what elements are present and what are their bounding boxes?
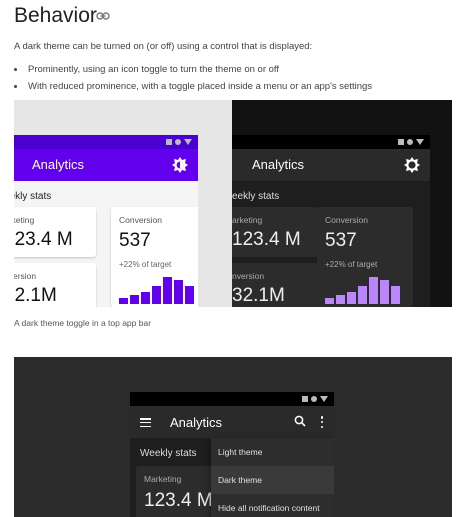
marketing-label: arketing [232, 215, 263, 225]
dark-phone: Analytics eekly stats arketing 123.4 M C… [232, 135, 430, 307]
weekly-stats-label: Weekly stats [140, 448, 197, 459]
conversion-target: +22% of target [325, 260, 378, 269]
conversion2-label: nversion [232, 271, 265, 281]
conversion-sparkline [119, 277, 194, 304]
figure-top-app-bar-toggle: Analytics eekly stats arketing 123.4 M C… [14, 100, 452, 307]
conversion2-card[interactable]: nversion 32.1M [14, 263, 96, 307]
brightness-toggle-icon[interactable] [172, 157, 188, 173]
weekly-stats-label: eekly stats [232, 191, 280, 202]
top-app-bar: Analytics [232, 149, 430, 181]
marketing-label: arketing [14, 215, 35, 225]
search-icon[interactable] [294, 415, 306, 427]
sparkline-bar [347, 292, 356, 304]
brightness-toggle-icon[interactable] [404, 157, 420, 173]
intro-text: A dark theme can be turned on (or off) u… [14, 41, 313, 52]
sparkline-bar [358, 286, 367, 304]
sparkline-bar [174, 280, 183, 304]
menu-item-light-theme[interactable]: Light theme [218, 447, 263, 457]
status-circle-icon [175, 139, 181, 145]
sparkline-bar [185, 286, 194, 304]
conversion-card[interactable]: Conversion 537 +22% of target [317, 207, 413, 307]
sparkline-bar [152, 286, 161, 304]
status-square-icon [166, 139, 172, 145]
sparkline-bar [163, 277, 172, 304]
conversion2-value: 32.1M [232, 285, 285, 306]
status-bar [14, 135, 198, 149]
dark-theme-panel: Analytics eekly stats arketing 123.4 M C… [232, 100, 452, 307]
marketing-card[interactable]: arketing 123.4 M [232, 207, 318, 257]
marketing-card[interactable]: arketing 123.4 M [14, 207, 96, 257]
status-circle-icon [407, 139, 413, 145]
marketing-label: Marketing [144, 474, 182, 484]
status-bar [130, 392, 334, 406]
figure-caption: A dark theme toggle in a top app bar [14, 318, 152, 328]
dark-phone: Analytics Weekly stats Marketing 123.4 M… [130, 392, 334, 517]
conversion-label: Conversion [119, 215, 162, 225]
more-vert-icon[interactable] [320, 416, 324, 428]
hamburger-icon[interactable] [140, 418, 151, 427]
link-icon[interactable] [96, 11, 110, 21]
sparkline-bar [336, 295, 345, 304]
status-square-icon [398, 139, 404, 145]
marketing-value: 123.4 M [144, 490, 213, 511]
conversion-value: 537 [325, 230, 357, 251]
app-title: Analytics [170, 415, 223, 430]
marketing-value: 123.4 M [232, 229, 301, 250]
conversion-sparkline [325, 277, 400, 304]
conversion-target: +22% of target [119, 260, 172, 269]
conversion-value: 537 [119, 230, 151, 251]
bullet-item: Prominently, using an icon toggle to tur… [26, 64, 372, 75]
marketing-value: 123.4 M [14, 229, 73, 250]
bullet-list: Prominently, using an icon toggle to tur… [26, 64, 372, 98]
top-app-bar: Analytics [130, 406, 334, 438]
conversion2-value: 32.1M [14, 285, 57, 306]
sparkline-bar [141, 292, 150, 304]
sparkline-bar [369, 277, 378, 304]
conversion2-card[interactable]: nversion 32.1M [232, 263, 318, 307]
menu-item-hide-notifications[interactable]: Hide all notification content [218, 503, 320, 513]
status-square-icon [302, 396, 308, 402]
status-triangle-icon [320, 396, 328, 402]
light-phone: Analytics eekly stats arketing 123.4 M C… [14, 135, 198, 307]
conversion2-label: nversion [14, 271, 37, 281]
sparkline-bar [380, 280, 389, 304]
sparkline-bar [325, 298, 334, 304]
app-title: Analytics [252, 157, 305, 172]
menu-item-dark-theme[interactable]: Dark theme [211, 466, 334, 494]
status-triangle-icon [184, 139, 192, 145]
app-title: Analytics [32, 157, 85, 172]
overflow-menu: Light theme Dark theme Hide all notifica… [211, 438, 334, 517]
sparkline-bar [391, 286, 400, 304]
figure-menu-toggle: Analytics Weekly stats Marketing 123.4 M… [14, 357, 452, 517]
bullet-item: With reduced prominence, with a toggle p… [26, 81, 372, 92]
conversion-label: Conversion [325, 215, 368, 225]
sparkline-bar [130, 295, 139, 304]
status-circle-icon [311, 396, 317, 402]
status-bar [232, 135, 430, 149]
section-title: Behavior [14, 4, 97, 27]
status-triangle-icon [416, 139, 424, 145]
top-app-bar: Analytics [14, 149, 198, 181]
sparkline-bar [119, 298, 128, 304]
light-theme-panel: Analytics eekly stats arketing 123.4 M C… [14, 100, 232, 307]
weekly-stats-label: eekly stats [14, 191, 52, 202]
conversion-card[interactable]: Conversion 537 +22% of target [111, 207, 198, 307]
